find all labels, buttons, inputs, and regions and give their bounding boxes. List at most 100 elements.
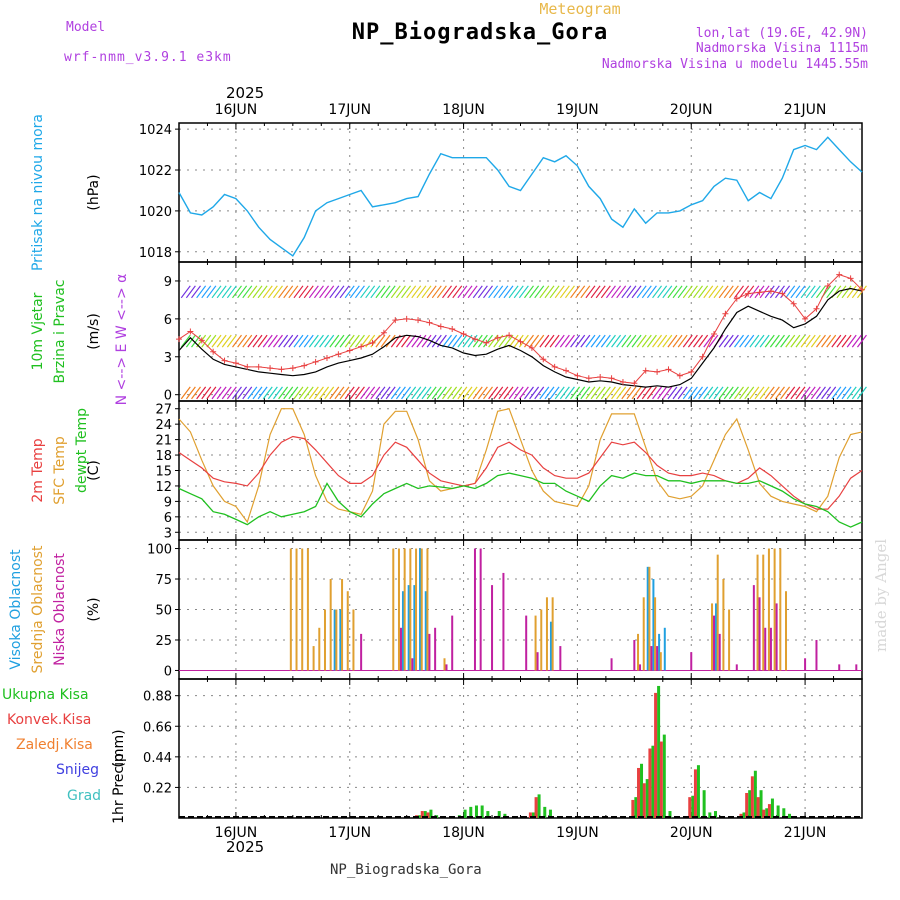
wind-barb	[641, 285, 652, 299]
wind-barb	[790, 285, 801, 299]
wind-barb	[529, 334, 540, 348]
wind-barb	[524, 285, 534, 299]
panel-frame	[178, 678, 863, 819]
wind-barb	[718, 334, 729, 348]
wind-barb	[288, 386, 299, 400]
gust-marker	[483, 339, 490, 346]
wind-barb	[754, 334, 765, 348]
wind-barb	[180, 285, 191, 299]
cloud-bar	[648, 566, 651, 671]
cloud-bar	[424, 591, 427, 671]
wind-barb	[308, 285, 319, 299]
gust-marker	[733, 295, 740, 302]
gust-marker	[289, 365, 296, 372]
wind-barb	[631, 386, 642, 400]
wind-barb	[534, 285, 545, 299]
wind-barb	[477, 386, 488, 400]
wind-barb	[513, 386, 524, 400]
gust-marker	[847, 275, 854, 282]
wind-barb	[411, 386, 422, 400]
gust-marker	[528, 344, 535, 351]
cloud-bar	[323, 609, 326, 671]
wind-barb	[283, 285, 294, 299]
wind-barb	[846, 334, 857, 348]
gust-marker	[699, 353, 706, 360]
gust-marker	[346, 347, 353, 354]
precip-bar	[423, 811, 427, 818]
gust-marker	[608, 375, 615, 382]
wind-barb	[237, 334, 248, 348]
wind-barb	[836, 334, 847, 348]
elevation-label: Nadmorska Visina 1115m	[695, 41, 868, 56]
wind-barb	[324, 386, 335, 400]
gust-marker	[767, 288, 774, 295]
x-day-label-top: 21JUN	[784, 102, 827, 118]
cloud-bar	[426, 548, 429, 671]
gust-marker	[426, 319, 433, 326]
wind-barb	[421, 285, 432, 299]
precip-bar	[642, 783, 646, 818]
wind-barb	[631, 285, 642, 299]
wind-barb	[539, 386, 550, 400]
precip-bar	[708, 812, 712, 818]
wind-barb	[626, 285, 637, 299]
wind-barb	[841, 334, 852, 348]
gust-marker	[745, 290, 752, 297]
wind-barb	[672, 386, 683, 400]
wind-barb	[826, 285, 837, 299]
wind-barb	[785, 285, 796, 299]
wind-barb	[518, 285, 529, 299]
wind-barb	[708, 285, 719, 299]
cloud-bar	[409, 548, 412, 671]
wind-barb	[590, 285, 601, 299]
wind-barb	[734, 334, 744, 348]
wind-barb	[278, 386, 289, 400]
gust-marker	[665, 366, 672, 373]
wind-barb	[313, 386, 324, 400]
wind-barb	[406, 285, 417, 299]
wind-barb	[462, 285, 473, 299]
wind-barb	[713, 386, 724, 400]
wind-barb	[308, 334, 319, 348]
precip-bar	[543, 806, 547, 818]
wind-barb	[324, 334, 335, 348]
gust-marker	[813, 305, 820, 312]
gust-marker	[654, 368, 661, 375]
wind-barb	[790, 386, 801, 400]
wind-barb	[360, 285, 371, 299]
wind-barb	[672, 334, 683, 348]
x-day-label-top: 17JUN	[328, 102, 371, 118]
wind-barb	[303, 334, 314, 348]
wind-barb	[344, 285, 355, 299]
wind-barb	[498, 285, 509, 299]
year-bottom: 2025	[226, 838, 265, 856]
wind-barb	[283, 334, 294, 348]
wind-barb	[262, 285, 273, 299]
cloud-bar	[399, 627, 402, 671]
precip-bar	[668, 811, 672, 818]
wind-barb	[687, 386, 698, 400]
gust-marker	[779, 290, 786, 297]
gust-marker	[244, 363, 251, 370]
wind-barb	[262, 334, 273, 348]
wind-barb	[257, 386, 268, 400]
cloud-series-0	[333, 548, 718, 671]
y-tick-label: 0	[164, 389, 172, 404]
cloud-bar	[346, 591, 349, 671]
cloud-bar	[728, 609, 731, 671]
wind-barb	[580, 285, 591, 299]
cloud-bar	[549, 621, 552, 671]
wind-barb	[687, 285, 698, 299]
wind-barb	[360, 386, 371, 400]
wind-barb	[564, 334, 575, 348]
cloud-bar	[775, 603, 778, 671]
wind-barb	[508, 386, 519, 400]
wind-barb	[375, 285, 386, 299]
wind-barb	[329, 334, 340, 348]
wind-barb	[201, 334, 212, 348]
wind-barb	[416, 334, 427, 348]
cloud-bar	[815, 639, 818, 671]
cloud-bar	[295, 548, 298, 671]
y-tick-label: 1018	[139, 246, 172, 261]
y-tick-label: 50	[155, 604, 172, 619]
